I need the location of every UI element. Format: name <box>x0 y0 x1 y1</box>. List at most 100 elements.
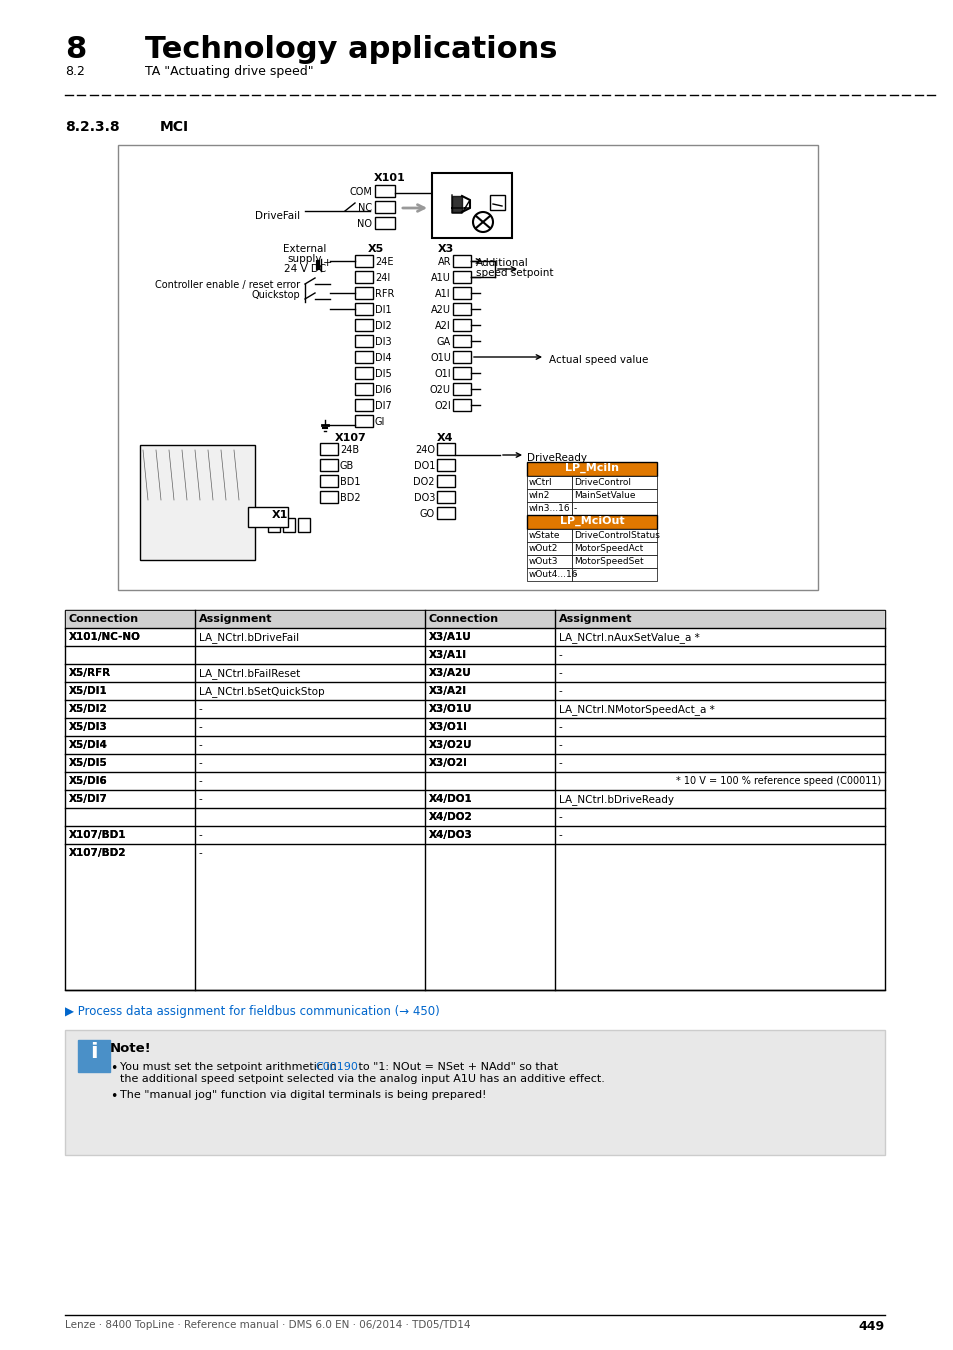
Text: -: - <box>558 811 562 822</box>
Text: Connection: Connection <box>429 614 498 624</box>
Bar <box>319 459 337 471</box>
Text: wOut4...16: wOut4...16 <box>529 570 578 579</box>
Text: +: + <box>323 258 332 269</box>
Bar <box>140 446 254 560</box>
Text: DriveControl: DriveControl <box>574 478 630 487</box>
Bar <box>453 271 471 284</box>
Text: X107/BD1: X107/BD1 <box>69 830 127 840</box>
Text: O1U: O1U <box>430 352 451 363</box>
Text: DO3: DO3 <box>414 493 435 504</box>
Bar <box>248 508 288 526</box>
Text: speed setpoint: speed setpoint <box>476 269 553 278</box>
Text: You must set the setpoint arithmetic in: You must set the setpoint arithmetic in <box>120 1062 340 1072</box>
Bar <box>319 491 337 504</box>
Text: External: External <box>283 244 326 254</box>
Bar <box>268 518 280 532</box>
Polygon shape <box>452 196 461 212</box>
Text: -: - <box>199 830 203 840</box>
Text: wOut2: wOut2 <box>529 544 558 554</box>
Text: A2I: A2I <box>435 321 451 331</box>
Text: supply: supply <box>288 254 322 265</box>
Text: Connection: Connection <box>69 614 139 624</box>
Text: 8.2: 8.2 <box>65 65 85 78</box>
Bar <box>526 502 572 514</box>
Bar <box>436 508 455 518</box>
Bar <box>572 555 657 568</box>
Text: X107/BD2: X107/BD2 <box>69 848 127 859</box>
Text: -: - <box>558 757 562 768</box>
Bar <box>65 1030 884 1156</box>
Bar <box>453 319 471 331</box>
Text: X3/A2I: X3/A2I <box>429 686 467 697</box>
Text: Controller enable / reset error: Controller enable / reset error <box>154 279 299 290</box>
Text: X4/DO3: X4/DO3 <box>429 830 473 840</box>
Text: A1I: A1I <box>435 289 451 298</box>
Bar <box>453 255 471 267</box>
Bar <box>572 489 657 502</box>
Text: -: - <box>558 740 562 751</box>
Text: Assignment: Assignment <box>199 614 273 624</box>
Text: X5/DI4: X5/DI4 <box>69 740 108 751</box>
Text: X5/RFR: X5/RFR <box>69 668 111 678</box>
Text: AR: AR <box>437 256 451 267</box>
Text: Actual speed value: Actual speed value <box>548 355 648 364</box>
Text: X101/NC-NO: X101/NC-NO <box>69 632 141 643</box>
Bar <box>355 414 373 427</box>
Bar <box>355 383 373 396</box>
Bar <box>436 475 455 487</box>
Text: i: i <box>91 1042 98 1062</box>
Bar <box>355 271 373 284</box>
Text: -: - <box>199 794 203 805</box>
Text: -: - <box>199 848 203 859</box>
Text: * 10 V = 100 % reference speed (C00011): * 10 V = 100 % reference speed (C00011) <box>675 776 880 786</box>
Text: X5/DI4: X5/DI4 <box>69 740 108 751</box>
Bar <box>526 541 572 555</box>
Text: GO: GO <box>419 509 435 518</box>
Text: A2U: A2U <box>431 305 451 315</box>
Text: -: - <box>558 830 562 840</box>
Text: X3/A2I: X3/A2I <box>429 686 467 697</box>
Text: X5: X5 <box>368 244 384 254</box>
Text: X5/DI7: X5/DI7 <box>69 794 108 805</box>
Text: LP_MciOut: LP_MciOut <box>559 516 623 526</box>
Text: X5/DI6: X5/DI6 <box>69 776 108 786</box>
Text: X5/DI5: X5/DI5 <box>69 757 108 768</box>
Text: MainSetValue: MainSetValue <box>574 491 635 500</box>
Text: X101/NC-NO: X101/NC-NO <box>69 632 141 643</box>
Text: C00190: C00190 <box>314 1062 357 1072</box>
Bar <box>436 443 455 455</box>
Bar <box>375 217 395 230</box>
Text: -: - <box>199 776 203 786</box>
Text: LA_NCtrl.bFailReset: LA_NCtrl.bFailReset <box>199 668 300 679</box>
Bar <box>355 255 373 267</box>
Text: DO2: DO2 <box>413 477 435 487</box>
Text: DI5: DI5 <box>375 369 392 379</box>
Text: X4/DO3: X4/DO3 <box>429 830 473 840</box>
Bar <box>319 475 337 487</box>
Text: DriveControlStatus: DriveControlStatus <box>574 531 659 540</box>
Text: wState: wState <box>529 531 560 540</box>
Text: X3/O1I: X3/O1I <box>429 722 467 732</box>
Bar <box>572 502 657 514</box>
Text: X5/DI2: X5/DI2 <box>69 703 108 714</box>
Bar <box>572 541 657 555</box>
Text: X4/DO1: X4/DO1 <box>429 794 473 805</box>
Text: X3/O1U: X3/O1U <box>429 703 472 714</box>
Text: -: - <box>558 649 562 660</box>
Text: MotorSpeedAct: MotorSpeedAct <box>574 544 642 554</box>
Text: -: - <box>574 504 577 513</box>
Text: LA_NCtrl.bSetQuickStop: LA_NCtrl.bSetQuickStop <box>199 686 324 697</box>
Text: -: - <box>558 722 562 732</box>
Text: X5/DI3: X5/DI3 <box>69 722 108 732</box>
Text: NC: NC <box>357 202 372 213</box>
Text: X5/DI2: X5/DI2 <box>69 703 108 714</box>
Text: X4/DO2: X4/DO2 <box>429 811 473 822</box>
Bar <box>424 610 884 628</box>
Text: -: - <box>199 703 203 714</box>
Bar <box>526 529 572 541</box>
Text: Technology applications: Technology applications <box>145 35 557 63</box>
Text: •: • <box>110 1062 117 1075</box>
Bar <box>297 518 310 532</box>
Text: The "manual jog" function via digital terminals is being prepared!: The "manual jog" function via digital te… <box>120 1089 486 1100</box>
Text: X101: X101 <box>374 173 405 184</box>
